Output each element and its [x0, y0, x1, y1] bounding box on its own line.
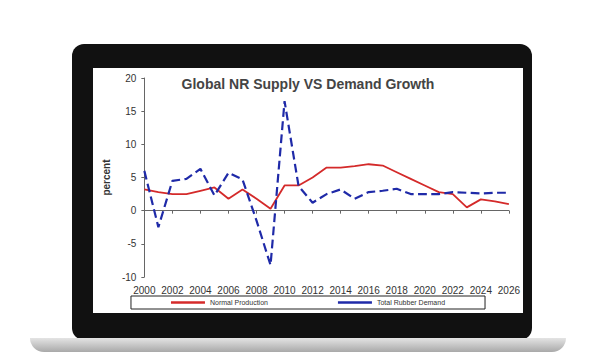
svg-text:2000: 2000	[133, 285, 156, 296]
svg-text:2018: 2018	[386, 285, 409, 296]
svg-text:2008: 2008	[245, 285, 268, 296]
svg-text:2002: 2002	[161, 285, 184, 296]
svg-text:2014: 2014	[330, 285, 353, 296]
svg-text:Total Rubber Demand: Total Rubber Demand	[377, 299, 445, 306]
svg-text:20: 20	[125, 73, 137, 84]
svg-text:5: 5	[131, 172, 137, 183]
svg-text:Normal Production: Normal Production	[210, 299, 268, 306]
svg-text:percent: percent	[101, 159, 112, 196]
svg-text:2004: 2004	[189, 285, 212, 296]
svg-text:Global NR Supply VS Demand Gro: Global NR Supply VS Demand Growth	[182, 76, 435, 92]
svg-text:2024: 2024	[470, 285, 493, 296]
svg-text:2012: 2012	[301, 285, 324, 296]
svg-text:-5: -5	[127, 238, 136, 249]
svg-text:2006: 2006	[217, 285, 240, 296]
svg-text:-10: -10	[122, 272, 137, 283]
svg-text:2010: 2010	[273, 285, 296, 296]
svg-text:2016: 2016	[358, 285, 381, 296]
svg-text:2022: 2022	[442, 285, 465, 296]
svg-text:2026: 2026	[498, 285, 521, 296]
svg-text:10: 10	[125, 139, 137, 150]
svg-text:2020: 2020	[414, 285, 437, 296]
svg-text:15: 15	[125, 106, 137, 117]
svg-text:0: 0	[131, 205, 137, 216]
